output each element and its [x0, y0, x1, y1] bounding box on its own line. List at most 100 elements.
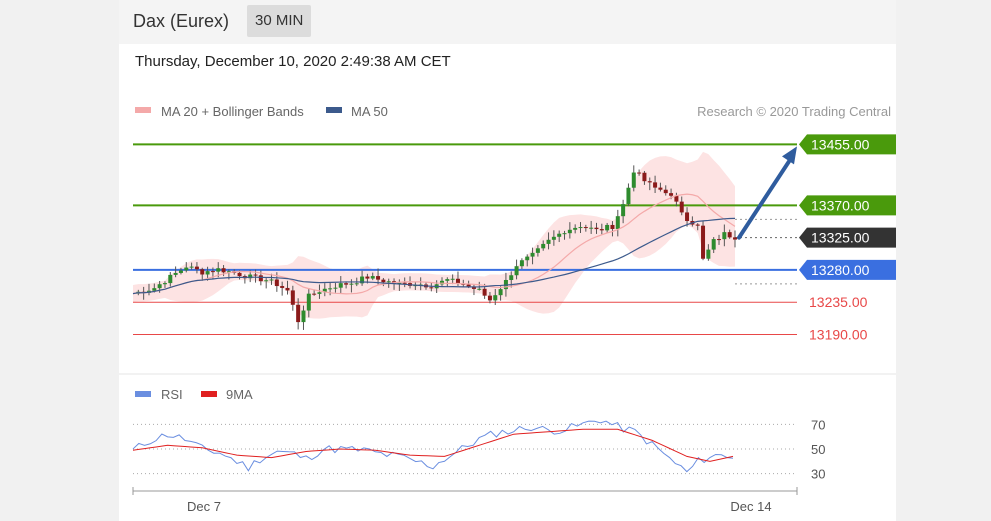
candle-body: [471, 286, 476, 289]
candle-body: [264, 280, 269, 282]
x-tick-label-dec7: Dec 7: [187, 499, 221, 514]
chart-svg: MA 20 + Bollinger Bands MA 50 Research ©…: [119, 104, 896, 514]
candle-body: [519, 260, 524, 267]
candle-body: [605, 224, 610, 231]
candle-body: [679, 201, 684, 213]
level-label-13280: 13280.00: [811, 262, 870, 278]
rsi-line: [132, 420, 734, 473]
candle-body: [439, 280, 444, 285]
candle-body: [653, 182, 658, 188]
legend-label-rsi: RSI: [161, 387, 183, 402]
rsi-tick-label-70: 70: [811, 417, 825, 432]
price-plot: 13455.00 13370.00 13325.00 13280.00 13235.00…: [132, 134, 896, 342]
candle-body: [599, 229, 604, 231]
candle-body: [338, 283, 343, 288]
candle-body: [173, 272, 178, 275]
chart-panel: Dax (Eurex) 30 MIN Thursday, December 10…: [119, 0, 896, 521]
x-tick-label-dec14: Dec 14: [730, 499, 771, 514]
candle-body: [157, 284, 162, 289]
candle-body: [493, 295, 498, 301]
candle-body: [717, 239, 722, 241]
level-label-13455: 13455.00: [811, 136, 870, 152]
level-label-13190: 13190.00: [809, 326, 868, 342]
candle-body: [615, 216, 620, 229]
candle-body: [312, 293, 317, 295]
candle-body: [189, 266, 194, 268]
candle-body: [637, 172, 642, 174]
candle-body: [541, 243, 546, 249]
candle-body: [210, 271, 215, 273]
candle-body: [328, 288, 333, 290]
candle-body: [194, 266, 199, 270]
candle-body: [594, 227, 599, 230]
legend-swatch-9ma: [201, 391, 217, 397]
candle-body: [450, 278, 455, 280]
forecast-arrow-shaft: [737, 156, 793, 240]
candle-body: [685, 212, 690, 221]
candle-body: [498, 289, 503, 296]
rsi-ma-line: [132, 428, 734, 462]
candle-body: [514, 266, 519, 276]
candle-body: [546, 239, 551, 244]
candle-body: [317, 292, 322, 294]
candle-body: [658, 187, 663, 190]
candle-body: [674, 195, 679, 202]
candle-body: [701, 225, 706, 259]
candle-body: [354, 283, 359, 285]
candle-body: [168, 274, 173, 284]
candle-body: [642, 172, 647, 182]
candle-body: [349, 283, 354, 285]
candle-body: [184, 267, 189, 271]
candle-body: [429, 287, 434, 289]
candle-body: [669, 193, 674, 196]
candle-body: [573, 227, 578, 230]
candle-body: [178, 270, 183, 273]
candle-body: [567, 229, 572, 234]
candle-body: [733, 237, 737, 240]
candle-body: [461, 283, 466, 285]
candle-body: [695, 224, 700, 226]
candle-body: [162, 283, 167, 285]
candle-body: [727, 232, 732, 238]
candle-body: [333, 287, 338, 289]
candle-body: [322, 288, 327, 293]
candle-body: [402, 282, 407, 284]
candle-body: [455, 278, 460, 284]
candle-body: [216, 268, 221, 272]
candle-body: [557, 233, 562, 237]
level-tag-13455: [799, 134, 896, 155]
rsi-plot: 70 50 30: [132, 417, 825, 482]
legend-label-9ma: 9MA: [226, 387, 253, 402]
interval-badge[interactable]: 30 MIN: [247, 5, 312, 37]
timestamp: Thursday, December 10, 2020 2:49:38 AM C…: [135, 53, 451, 70]
candle-body: [221, 268, 226, 273]
rsi-tick-label-30: 30: [811, 467, 825, 482]
candle-body: [306, 293, 311, 311]
candle-body: [578, 227, 583, 229]
candle-body: [445, 279, 450, 281]
candle-body: [535, 248, 540, 253]
candle-body: [647, 181, 652, 183]
level-tag-13370: [799, 195, 896, 216]
level-label-13370: 13370.00: [811, 197, 870, 213]
candle-body: [583, 227, 588, 229]
instrument-title: Dax (Eurex): [133, 11, 230, 31]
candle-body: [551, 236, 556, 240]
candle-body: [530, 252, 535, 257]
candle-body: [589, 227, 594, 229]
candle-body: [626, 187, 631, 205]
research-credit: Research © 2020 Trading Central: [697, 104, 891, 119]
candle-body: [152, 288, 157, 291]
candle-body: [274, 279, 279, 287]
candle-body: [205, 271, 210, 275]
candle-body: [525, 256, 530, 261]
forecast-arrow-head: [782, 146, 797, 165]
candle-body: [477, 288, 482, 290]
candle-body: [344, 283, 349, 285]
level-tag-13280: [799, 259, 896, 280]
legend-swatch-ma50: [326, 107, 342, 113]
ma50-line: [132, 217, 736, 295]
candle-body: [290, 290, 295, 305]
candle-body: [722, 232, 727, 240]
candle-body: [370, 276, 375, 279]
